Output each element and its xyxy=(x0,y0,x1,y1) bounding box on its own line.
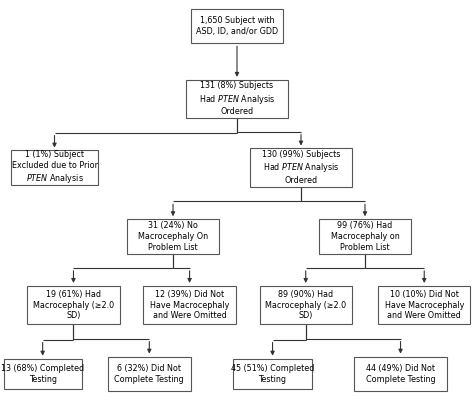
FancyBboxPatch shape xyxy=(259,286,352,324)
FancyBboxPatch shape xyxy=(127,219,219,254)
Text: 1,650 Subject with
ASD, ID, and/or GDD: 1,650 Subject with ASD, ID, and/or GDD xyxy=(196,17,278,36)
Text: 6 (32%) Did Not
Complete Testing: 6 (32%) Did Not Complete Testing xyxy=(115,364,184,383)
FancyBboxPatch shape xyxy=(191,9,283,43)
Text: 19 (61%) Had
Macrocephaly (≥2.0
SD): 19 (61%) Had Macrocephaly (≥2.0 SD) xyxy=(33,290,114,320)
Text: 31 (24%) No
Macrocephaly On
Problem List: 31 (24%) No Macrocephaly On Problem List xyxy=(138,221,208,252)
FancyBboxPatch shape xyxy=(319,219,411,254)
FancyBboxPatch shape xyxy=(233,359,311,389)
Text: 1 (1%) Subject
Excluded due to Prior
$\it{PTEN}$ Analysis: 1 (1%) Subject Excluded due to Prior $\i… xyxy=(11,150,98,185)
FancyBboxPatch shape xyxy=(11,151,99,185)
Text: 130 (99%) Subjects
Had $\it{PTEN}$ Analysis
Ordered: 130 (99%) Subjects Had $\it{PTEN}$ Analy… xyxy=(262,150,340,185)
Text: 99 (76%) Had
Macrocephaly on
Problem List: 99 (76%) Had Macrocephaly on Problem Lis… xyxy=(330,221,400,252)
FancyBboxPatch shape xyxy=(378,286,470,324)
Text: 13 (68%) Completed
Testing: 13 (68%) Completed Testing xyxy=(1,364,84,383)
FancyBboxPatch shape xyxy=(186,80,288,118)
FancyBboxPatch shape xyxy=(250,149,352,187)
FancyBboxPatch shape xyxy=(143,286,236,324)
FancyBboxPatch shape xyxy=(3,359,82,389)
FancyBboxPatch shape xyxy=(27,286,119,324)
FancyBboxPatch shape xyxy=(108,357,191,391)
Text: 45 (51%) Completed
Testing: 45 (51%) Completed Testing xyxy=(231,364,314,383)
Text: 10 (10%) Did Not
Have Macrocephaly
and Were Omitted: 10 (10%) Did Not Have Macrocephaly and W… xyxy=(384,290,464,320)
Text: 131 (8%) Subjects
Had $\it{PTEN}$ Analysis
Ordered: 131 (8%) Subjects Had $\it{PTEN}$ Analys… xyxy=(199,82,275,116)
Text: 12 (39%) Did Not
Have Macrocephaly
and Were Omitted: 12 (39%) Did Not Have Macrocephaly and W… xyxy=(150,290,229,320)
FancyBboxPatch shape xyxy=(354,357,447,391)
Text: 44 (49%) Did Not
Complete Testing: 44 (49%) Did Not Complete Testing xyxy=(366,364,435,383)
Text: 89 (90%) Had
Macrocephaly (≥2.0
SD): 89 (90%) Had Macrocephaly (≥2.0 SD) xyxy=(265,290,346,320)
